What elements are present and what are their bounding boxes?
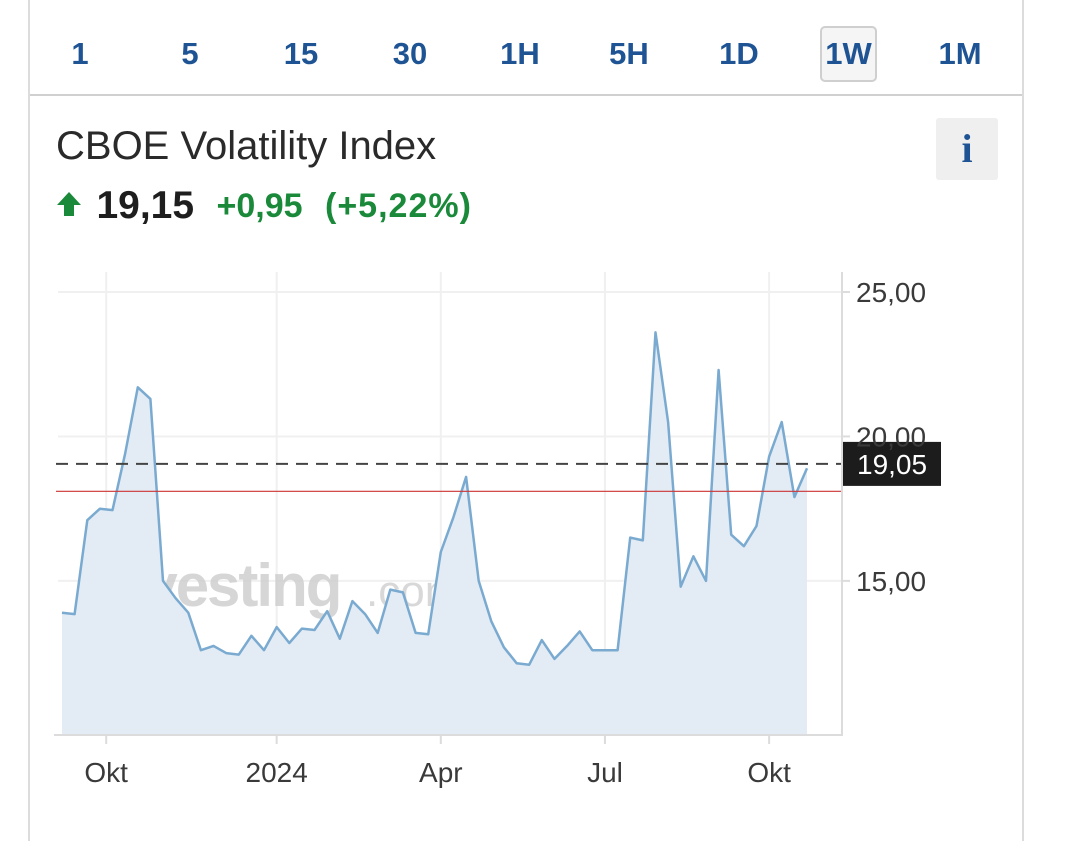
info-button[interactable]: i [936, 118, 998, 180]
y-tick-label: 15,00 [856, 566, 926, 597]
up-arrow-icon [56, 190, 82, 223]
x-tick-label: Jul [587, 757, 623, 788]
x-tick-label: Okt [747, 757, 791, 788]
series-area [62, 332, 807, 734]
current-price-label: 19,05 [857, 449, 927, 480]
quote-line: 19,15 +0,95 (+5,22%) [56, 184, 472, 228]
x-tick-label: Apr [419, 757, 463, 788]
price-change: +0,95 [216, 186, 303, 225]
tab-30[interactable]: 30 [392, 36, 428, 71]
current-price-badge [842, 441, 941, 486]
series-line [61, 331, 809, 666]
tab-1[interactable]: 1 [71, 36, 89, 71]
tab-1m[interactable]: 1M [938, 36, 982, 71]
y-tick-label: 25,00 [856, 277, 926, 308]
tab-1d[interactable]: 1D [719, 36, 759, 71]
instrument-title: CBOE Volatility Index [56, 124, 437, 168]
tab-1w[interactable]: 1W [820, 26, 877, 82]
y-tick-label: 20,00 [856, 421, 926, 452]
timeframe-tabs: 1 5 15 30 1H 5H 1D 1W 1M [30, 0, 1022, 96]
tab-15[interactable]: 15 [283, 36, 319, 71]
last-price: 19,15 [96, 184, 195, 227]
tab-5h[interactable]: 5H [609, 36, 649, 71]
quote-widget: 1 5 15 30 1H 5H 1D 1W 1M [28, 0, 1024, 841]
tab-5[interactable]: 5 [181, 36, 199, 71]
price-change-percent: (+5,22%) [325, 186, 472, 225]
x-tick-label: 2024 [246, 757, 308, 788]
x-tick-label: Okt [84, 757, 128, 788]
tab-1h[interactable]: 1H [500, 36, 540, 71]
